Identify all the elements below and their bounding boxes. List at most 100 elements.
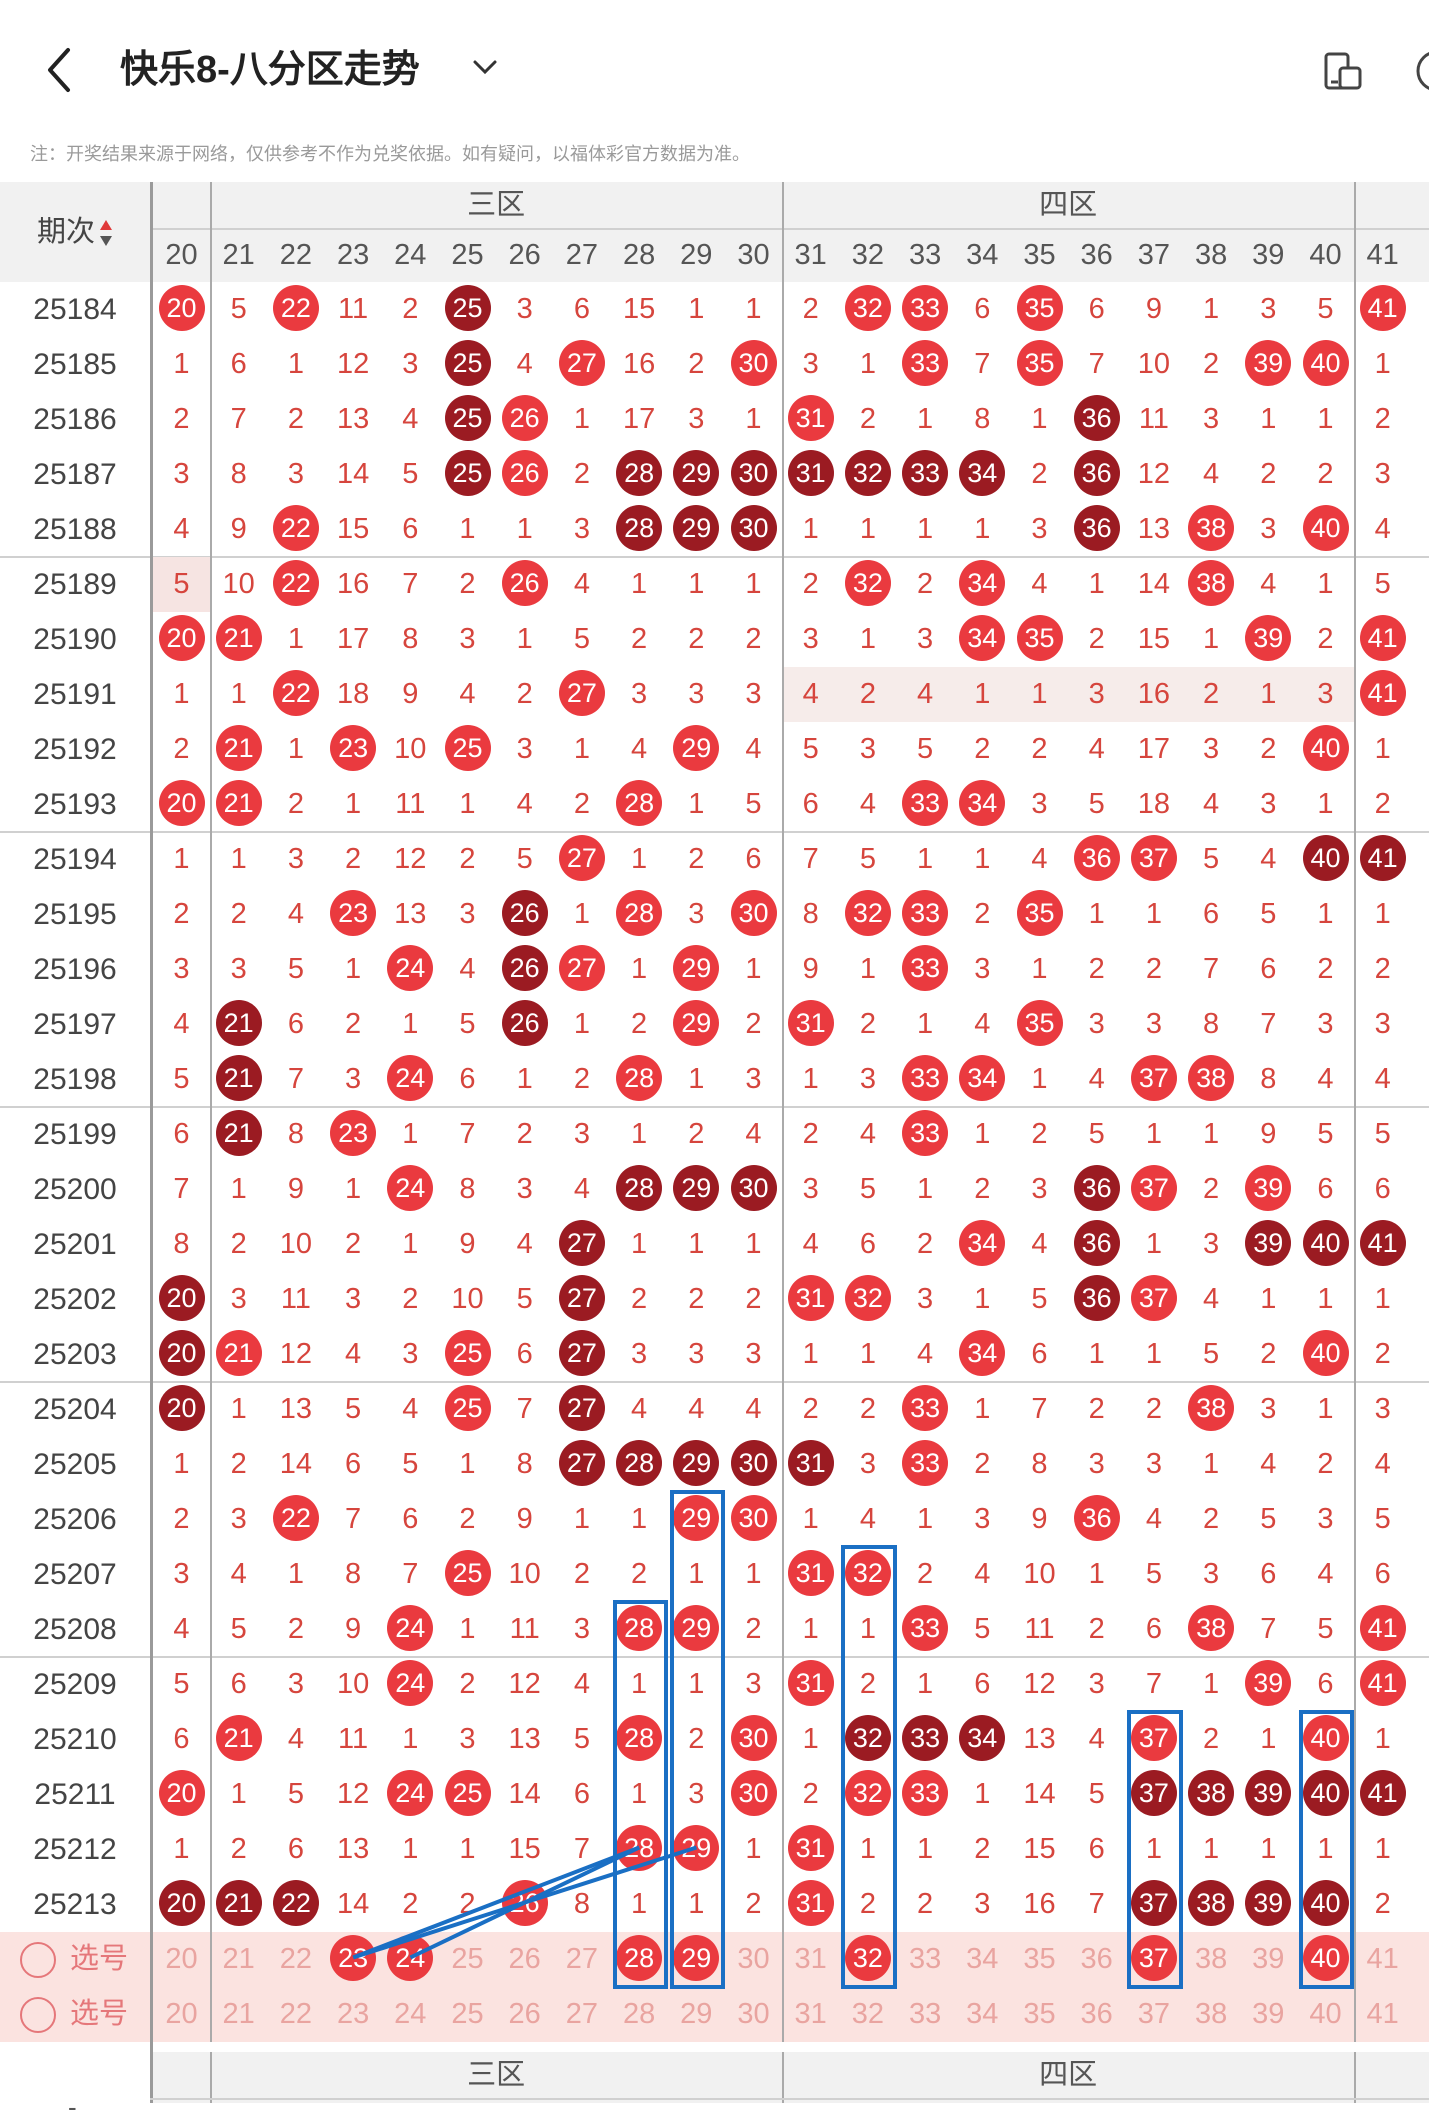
select-number-20[interactable]: 20 [165,1943,198,1975]
more-icon[interactable] [1414,48,1429,94]
select-number-22[interactable]: 22 [279,1943,313,1975]
period-column-header[interactable]: 期次 [0,182,150,282]
select-number-39[interactable]: 39 [1252,1998,1285,2030]
select-number-37[interactable]: 37 [1137,1998,1171,2030]
sort-arrows-icon[interactable] [99,218,113,248]
drawn-number-ball: 30 [730,450,777,497]
drawn-number-ball: 41 [1359,1220,1406,1267]
trend-highlight-box [841,1545,897,1989]
trend-cell: 28 [611,777,668,832]
select-row-label[interactable]: 选号 [0,1987,150,2042]
trend-cell: 6 [1145,1613,1162,1645]
trend-cell: 1 [1374,898,1391,930]
footer-period-hint: - [68,2092,77,2122]
drawn-number-ball: 27 [558,1330,605,1377]
select-number-40[interactable]: 40 [1297,1932,1354,1987]
selected-number-ball[interactable]: 40 [1302,1935,1349,1982]
select-number-38[interactable]: 38 [1194,1943,1228,1975]
select-number-22[interactable]: 22 [279,1998,313,2030]
drawn-number-ball: 31 [787,1660,834,1707]
trend-cell: 3 [1260,788,1277,820]
trend-cell: 1 [974,843,991,875]
select-number-30[interactable]: 30 [737,1943,770,1975]
select-number-35[interactable]: 35 [1023,1943,1056,1975]
select-number-26[interactable]: 26 [508,1943,541,1975]
drawn-number-ball: 29 [673,1605,720,1652]
trend-cell: 2 [745,1613,762,1645]
trend-cell: 4 [402,1393,419,1425]
select-row-label[interactable]: 选号 [0,1932,150,1987]
select-number-32[interactable]: 32 [851,1998,885,2030]
select-number-30[interactable]: 30 [737,1998,770,2030]
trend-cell: 2 [573,458,590,490]
select-number-21[interactable]: 21 [222,1998,255,2030]
selected-number-ball[interactable]: 32 [844,1935,891,1982]
select-number-23[interactable]: 23 [336,1998,370,2030]
select-number-26[interactable]: 26 [508,1998,541,2030]
select-number-41[interactable]: 41 [1366,1943,1399,1975]
drawn-number-ball: 21 [215,780,262,827]
row-highlight [153,557,210,612]
trend-cell: 7 [1145,1668,1162,1700]
selected-number-ball[interactable]: 37 [1130,1935,1177,1982]
table-row: 25208 4 5 2 9 24 1 11 3 28 29 2 1 1 33 5 11 2 6 38 7 5 41 [0,1602,1429,1657]
select-number-27[interactable]: 27 [565,1998,599,2030]
chevron-down-icon[interactable] [470,52,500,82]
trend-cell: 2 [802,1393,819,1425]
select-number-36[interactable]: 36 [1080,1998,1113,2030]
select-number-35[interactable]: 35 [1023,1998,1056,2030]
trend-cell: 1 [859,1613,876,1645]
trend-cell: 2 [859,1888,876,1920]
device-layout-icon[interactable] [1320,48,1366,94]
trend-cell: 2 [1374,953,1391,985]
trend-cell: 1 [917,1173,934,1205]
select-number-28[interactable]: 28 [622,1998,656,2030]
drawn-number-ball: 27 [558,1440,605,1487]
select-number-34[interactable]: 34 [966,1998,999,2030]
trend-cell: 3 [230,1503,247,1535]
trend-cell: 1 [1260,1283,1277,1315]
selected-number-ball[interactable]: 24 [387,1935,434,1982]
trend-cell: 26 [496,557,553,612]
trend-cell: 1 [1088,1338,1105,1370]
trend-cell: 1 [688,1228,705,1260]
drawn-number-ball: 34 [959,780,1006,827]
page-title[interactable]: 快乐8-八分区走势 [120,49,420,91]
drawn-number-ball: 21 [215,615,262,662]
period-cell: 25209 [33,1668,117,1701]
select-number-21[interactable]: 21 [222,1943,255,1975]
select-number-34[interactable]: 34 [966,1943,999,1975]
trend-cell: 5 [573,623,590,655]
trend-cell: 1 [802,1723,819,1755]
select-number-23[interactable]: 23 [325,1932,382,1987]
select-number-27[interactable]: 27 [565,1943,599,1975]
trend-cell: 40 [1297,1217,1354,1272]
trend-cell: 3 [859,1063,876,1095]
select-number-33[interactable]: 33 [908,1943,942,1975]
trend-cell: 3 [287,843,304,875]
select-number-36[interactable]: 36 [1080,1943,1113,1975]
drawn-number-ball: 34 [959,450,1006,497]
select-number-24[interactable]: 24 [382,1932,439,1987]
select-number-39[interactable]: 39 [1252,1943,1285,1975]
trend-cell: 1 [173,1448,190,1480]
select-number-32[interactable]: 32 [839,1932,896,1987]
select-number-33[interactable]: 33 [908,1998,942,2030]
select-number-31[interactable]: 31 [794,1943,827,1975]
back-arrow-icon[interactable] [40,40,80,100]
selected-number-ball[interactable]: 23 [330,1935,377,1982]
select-number-31[interactable]: 31 [794,1998,827,2030]
select-number-40[interactable]: 40 [1309,1998,1342,2030]
select-number-37[interactable]: 37 [1125,1932,1182,1987]
select-number-38[interactable]: 38 [1194,1998,1228,2030]
select-number-24[interactable]: 24 [394,1998,427,2030]
period-cell: 25211 [34,1778,116,1811]
select-number-25[interactable]: 25 [451,1998,484,2030]
select-number-29[interactable]: 29 [680,1998,713,2030]
select-number-20[interactable]: 20 [165,1998,198,2030]
select-radio-icon[interactable] [20,1942,56,1978]
select-number-25[interactable]: 25 [451,1943,484,1975]
select-number-41[interactable]: 41 [1366,1998,1399,2030]
trend-cell: 32 [839,1272,896,1327]
select-radio-icon[interactable] [20,1997,56,2033]
